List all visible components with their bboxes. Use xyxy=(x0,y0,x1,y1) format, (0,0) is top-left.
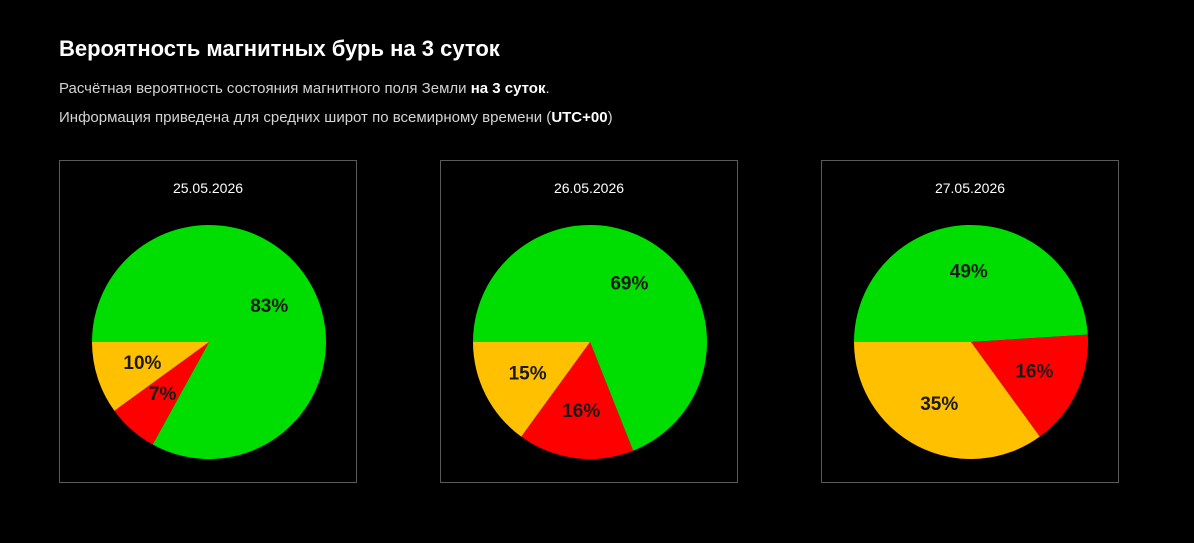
storm-slice xyxy=(521,342,634,459)
quiet-label: 69% xyxy=(610,274,648,295)
pie-chart: 49% 16% 35% xyxy=(854,224,1088,460)
description-line-1: Расчётная вероятность состояния магнитно… xyxy=(59,80,550,97)
storm-label: 7% xyxy=(149,384,177,405)
storm-slice xyxy=(971,334,1088,437)
quiet-label: 49% xyxy=(950,262,988,283)
forecast-panel-day-1: 25.05.2026 83% 7% 10% xyxy=(59,160,357,483)
description-text: Информация приведена для средних широт п… xyxy=(59,109,552,126)
storm-label: 16% xyxy=(1015,361,1053,382)
description-bold: UTC+00 xyxy=(551,109,608,126)
storm-slice xyxy=(114,342,209,445)
page-title: Вероятность магнитных бурь на 3 суток xyxy=(59,36,500,61)
active-slice xyxy=(854,342,1040,460)
description-bold: на 3 суток xyxy=(470,80,546,97)
forecast-panel-day-3: 27.05.2026 49% 16% 35% xyxy=(821,160,1119,483)
panel-date: 26.05.2026 xyxy=(553,180,625,196)
active-slice xyxy=(473,342,590,437)
pie-chart: 69% 16% 15% xyxy=(473,225,707,459)
forecast-panel-day-2: 26.05.2026 69% 16% 15% xyxy=(440,160,738,483)
storm-label: 16% xyxy=(562,401,600,422)
quiet-slice xyxy=(473,225,707,451)
pie-chart: 83% 7% 10% xyxy=(92,225,326,459)
description-text: ) xyxy=(607,109,613,126)
description-text: . xyxy=(545,80,550,97)
panel-date: 25.05.2026 xyxy=(172,180,244,196)
active-label: 10% xyxy=(123,353,161,374)
active-slice xyxy=(92,342,209,411)
panel-date: 27.05.2026 xyxy=(934,180,1006,196)
quiet-label: 83% xyxy=(250,296,288,317)
description-line-2: Информация приведена для средних широт п… xyxy=(59,109,613,126)
quiet-slice xyxy=(854,224,1088,342)
active-label: 35% xyxy=(920,394,958,415)
description-text: Расчётная вероятность состояния магнитно… xyxy=(59,80,471,97)
active-label: 15% xyxy=(509,363,547,384)
